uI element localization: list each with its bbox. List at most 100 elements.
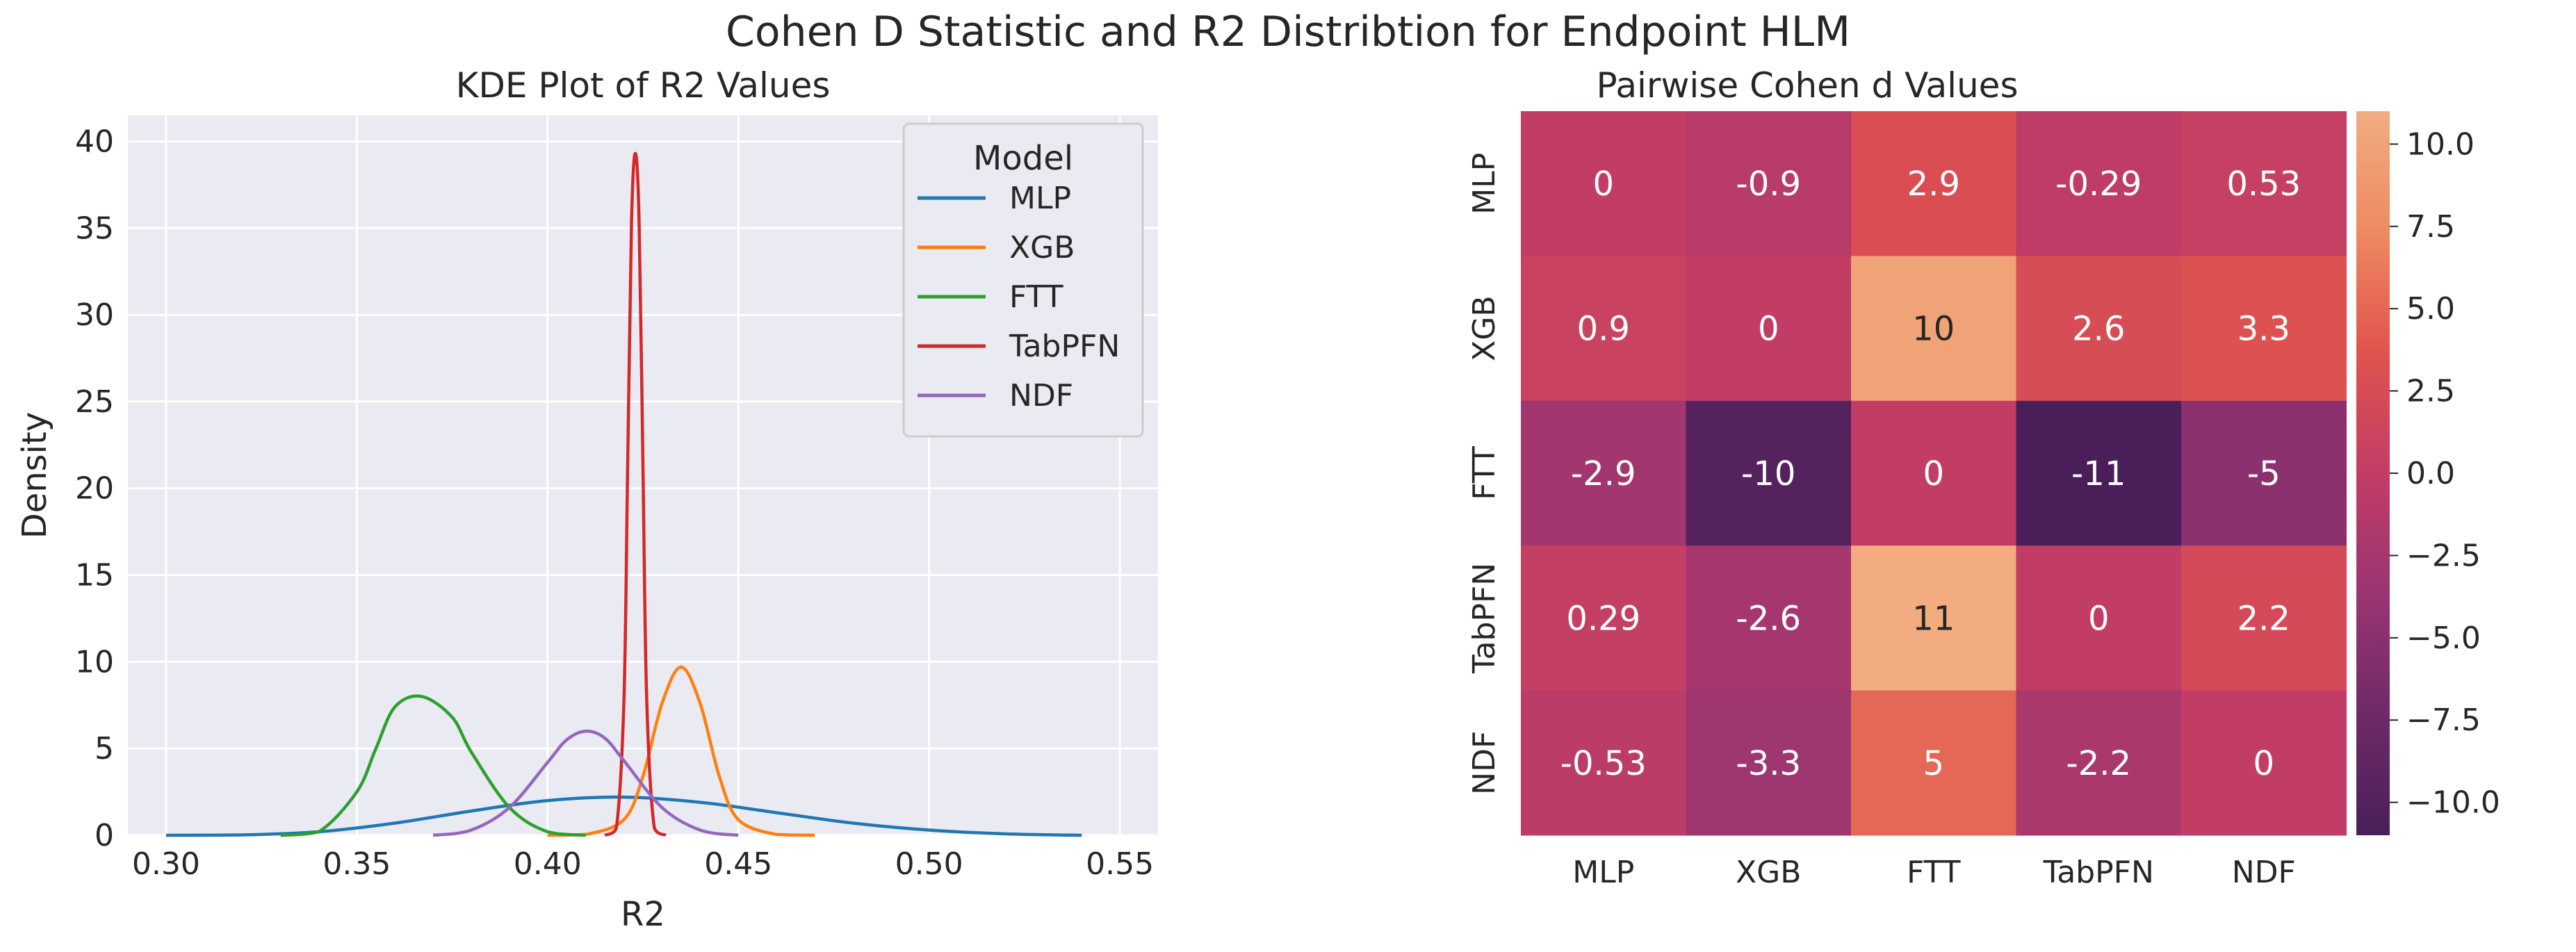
heatmap-colorbar (2356, 111, 2390, 835)
colorbar-tick-label: 10.0 (2406, 126, 2475, 162)
kde-x-tick-label: 0.55 (1086, 846, 1154, 882)
heatmap-x-tick-label: XGB (1736, 855, 1801, 890)
heatmap-cell-label: 0 (1923, 454, 1944, 493)
heatmap-x-tick-label: FTT (1907, 855, 1961, 890)
kde-legend-label: NDF (1009, 378, 1073, 413)
kde-y-tick-label: 15 (75, 558, 114, 593)
heatmap-cell-label: -2.2 (2066, 744, 2131, 783)
heatmap-cell-label: 0 (1592, 165, 1614, 204)
heatmap-cell-label: 0.53 (2226, 165, 2301, 204)
heatmap-cell (1686, 545, 1852, 691)
heatmap-x-tick-label: NDF (2232, 855, 2296, 890)
heatmap-cell-label: -2.9 (1571, 454, 1636, 493)
kde-legend-label: TabPFN (1009, 329, 1120, 364)
heatmap-y-tick-label: FTT (1467, 446, 1502, 500)
heatmap-cell (2181, 111, 2347, 256)
kde-legend-label: FTT (1009, 279, 1063, 315)
heatmap-cell-label: 2.2 (2237, 599, 2290, 638)
heatmap-cell (1851, 256, 2016, 402)
heatmap-cell (1521, 256, 1686, 402)
kde-legend: Model MLP XGB FTT TabPFN NDF (902, 122, 1144, 438)
heatmap-cell (2181, 545, 2347, 691)
colorbar-tick-label: −7.5 (2406, 703, 2481, 738)
heatmap-cell (1686, 690, 1852, 836)
heatmap-cell-label: 3.3 (2237, 310, 2290, 349)
kde-y-tick-label: 0 (95, 818, 114, 853)
heatmap-cell-label: 2.9 (1907, 165, 1960, 204)
heatmap-cell (2016, 545, 2182, 691)
heatmap-cell-label: 0.9 (1577, 310, 1630, 349)
heatmap-y-tick-label: XGB (1467, 295, 1502, 361)
kde-y-tick-label: 10 (75, 644, 114, 680)
kde-legend-title: Model (973, 139, 1073, 178)
heatmap-cell (2181, 256, 2347, 402)
heatmap-x-tick-label: MLP (1572, 855, 1634, 890)
colorbar-tick-label: 2.5 (2406, 374, 2455, 409)
heatmap-cell (2181, 400, 2347, 546)
colorbar-tick-label: 7.5 (2406, 209, 2455, 245)
colorbar-tick-label: −10.0 (2406, 785, 2500, 821)
kde-x-axis-label: R2 (621, 895, 665, 934)
heatmap-cell-label: 0.29 (1566, 599, 1640, 638)
heatmap-y-tick-labels: MLP XGB FTT TabPFN NDF (1467, 153, 1502, 795)
heatmap-cell-label: 10 (1912, 310, 1955, 349)
kde-legend-items: MLP XGB FTT TabPFN NDF (918, 181, 1120, 413)
heatmap-cell-label: -11 (2071, 454, 2126, 493)
kde-x-tick-label: 0.35 (323, 846, 391, 882)
kde-y-tick-label: 25 (75, 384, 114, 420)
heatmap-cell (1851, 400, 2016, 546)
heatmap-cell (1521, 545, 1686, 691)
kde-legend-box (902, 122, 1144, 438)
kde-x-tick-label: 0.45 (704, 846, 772, 882)
kde-x-tick-labels: 0.30 0.35 0.40 0.45 0.50 0.55 (132, 846, 1154, 882)
heatmap-cell-label: 0 (2253, 744, 2274, 783)
kde-y-tick-label: 35 (75, 211, 114, 246)
kde-y-tick-label: 5 (95, 731, 114, 766)
kde-series-ndf (432, 729, 739, 837)
kde-series-tabpfn (603, 151, 667, 837)
heatmap-cell (1851, 545, 2016, 691)
colorbar-tick-label: 5.0 (2406, 291, 2455, 327)
heatmap-cell (1521, 400, 1686, 546)
heatmap-cell-labels: 0 -0.9 2.9 -0.29 0.53 0.9 0 10 2.6 3.3 -2.9 -10 0 -11… (1560, 165, 2301, 783)
heatmap-x-tick-labels: MLP XGB FTT TabPFN NDF (1572, 855, 2296, 890)
kde-title: KDE Plot of R2 Values (456, 65, 831, 106)
heatmap-title: Pairwise Cohen d Values (1596, 65, 2018, 106)
kde-x-tick-label: 0.40 (514, 846, 582, 882)
heatmap-cell (1851, 111, 2016, 256)
heatmap-colorbar-ticks: 10.0 7.5 5.0 2.5 0.0 −2.5 −5.0 −7.5 −10.0 (2390, 126, 2500, 821)
kde-y-tick-label: 40 (75, 124, 114, 159)
heatmap-cell-label: -10 (1741, 454, 1795, 493)
kde-series-xgb (547, 665, 815, 837)
heatmap-cell (1521, 111, 1686, 256)
kde-legend-label: XGB (1009, 230, 1075, 265)
kde-y-tick-label: 30 (75, 297, 114, 333)
heatmap-cell (1686, 256, 1852, 402)
heatmap-cell (2181, 690, 2347, 836)
heatmap-x-tick-label: TabPFN (2043, 855, 2154, 890)
heatmap-cell (2016, 111, 2182, 256)
heatmap-cell-label: 0 (2088, 599, 2110, 638)
colorbar-tick-label: −5.0 (2406, 621, 2481, 656)
kde-series-lines (165, 151, 1082, 837)
heatmap-cells (1521, 111, 2347, 836)
kde-x-tick-label: 0.50 (895, 846, 963, 882)
heatmap-cell-label: 11 (1912, 599, 1955, 638)
heatmap-cell (1851, 690, 2016, 836)
kde-panel: 0.30 0.35 0.40 0.45 0.50 0.55 0 5 10 15 20 25 30 35 4… (15, 65, 1158, 934)
heatmap-cell-label: -0.9 (1736, 165, 1801, 204)
kde-y-tick-label: 20 (75, 471, 114, 507)
heatmap-cell-label: 2.6 (2072, 310, 2125, 349)
kde-series-ftt (280, 694, 586, 837)
heatmap-cell (1686, 111, 1852, 256)
heatmap-cell-label: -0.29 (2055, 165, 2142, 204)
heatmap-cell (2016, 256, 2182, 402)
heatmap-y-tick-label: MLP (1467, 153, 1502, 215)
heatmap-cell (1686, 400, 1852, 546)
heatmap-cell-label: -2.6 (1736, 599, 1801, 638)
heatmap-cell (2016, 690, 2182, 836)
colorbar-tick-label: 0.0 (2406, 456, 2455, 491)
figure-suptitle: Cohen D Statistic and R2 Distribtion for… (726, 8, 1850, 56)
heatmap-y-tick-label: NDF (1467, 731, 1502, 795)
